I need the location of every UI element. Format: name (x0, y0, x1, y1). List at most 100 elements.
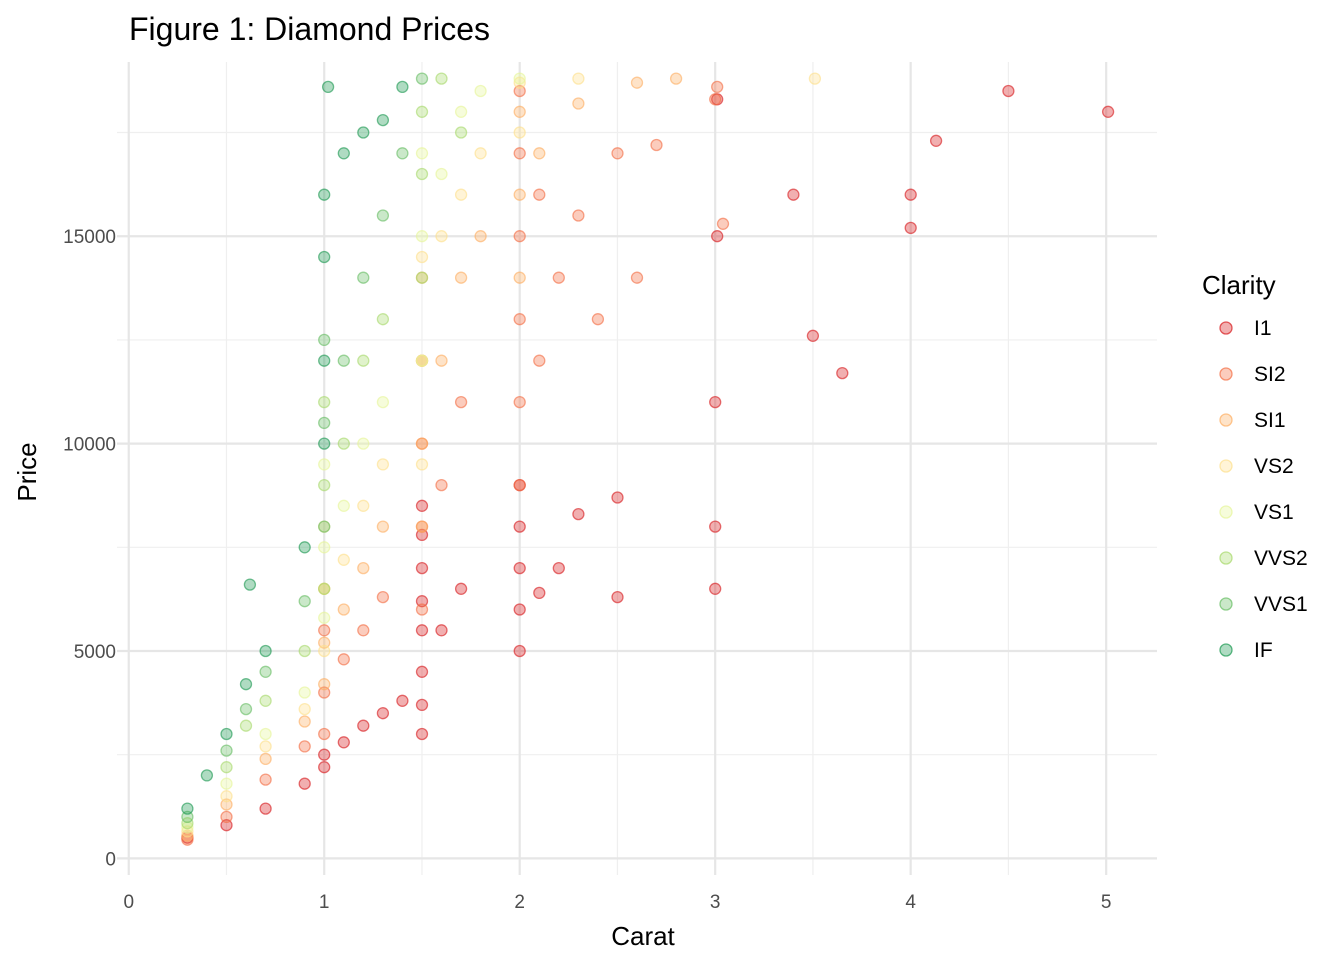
data-point (415, 271, 429, 284)
data-point (415, 147, 429, 160)
data-point (259, 665, 272, 678)
data-point (435, 354, 448, 367)
data-point (376, 313, 390, 326)
data-point (259, 752, 272, 766)
data-point (181, 810, 194, 824)
data-point (239, 702, 253, 716)
data-point (474, 147, 487, 160)
data-point (259, 694, 272, 707)
data-point (415, 250, 429, 264)
data-point (298, 715, 311, 728)
data-point (318, 478, 331, 492)
data-point (318, 416, 331, 430)
data-point (220, 790, 233, 803)
data-point (376, 590, 390, 604)
data-point (337, 603, 350, 616)
grid-lines (117, 62, 1157, 875)
data-point (435, 72, 448, 85)
data-point (181, 833, 194, 846)
y-tick-label: 15000 (63, 227, 116, 248)
data-point (259, 644, 272, 658)
data-point (513, 72, 526, 85)
data-point (321, 80, 335, 94)
data-point (711, 80, 724, 94)
data-point (572, 97, 585, 110)
data-point (415, 603, 429, 616)
data-point (220, 727, 233, 741)
data-point (220, 761, 233, 774)
data-point (1002, 84, 1015, 98)
series-if (181, 80, 409, 815)
data-point (513, 105, 526, 118)
data-point (513, 395, 526, 409)
data-point (591, 313, 605, 326)
data-point (220, 819, 233, 832)
data-point (298, 595, 311, 608)
data-point (454, 582, 468, 595)
data-point (513, 478, 526, 492)
data-point (572, 507, 585, 521)
legend-label: VVS1 (1254, 593, 1308, 616)
data-point (513, 76, 526, 89)
data-point (318, 678, 331, 691)
data-point (220, 798, 233, 811)
data-point (396, 147, 409, 160)
y-tick-label: 0 (105, 849, 116, 870)
data-point (709, 582, 722, 595)
data-point (415, 624, 429, 637)
data-point (533, 354, 546, 367)
data-point (474, 230, 487, 243)
data-point (415, 499, 429, 512)
data-point (513, 520, 526, 533)
data-point (357, 499, 370, 512)
data-point (376, 209, 390, 222)
series-vs2 (181, 72, 822, 838)
data-point (513, 313, 526, 326)
data-point (454, 271, 468, 284)
legend-key (1219, 367, 1233, 381)
data-point (533, 586, 546, 600)
legend-label: VS2 (1254, 455, 1294, 478)
x-tick-label: 2 (514, 892, 525, 913)
data-point (357, 437, 370, 450)
data-point (298, 541, 311, 554)
data-point (298, 702, 311, 716)
data-point (181, 829, 194, 842)
data-point (415, 727, 429, 741)
data-point (513, 147, 526, 160)
data-point (239, 678, 253, 691)
data-point (396, 80, 409, 94)
data-point (669, 72, 683, 85)
data-point (552, 271, 565, 284)
data-point (454, 126, 468, 139)
data-point (513, 230, 526, 243)
data-point (337, 736, 350, 749)
data-point (200, 769, 214, 782)
data-point (454, 395, 468, 409)
legend-label: IF (1254, 639, 1273, 662)
legend-label: SI1 (1254, 409, 1286, 432)
data-point (337, 437, 350, 450)
data-point (904, 221, 917, 235)
data-point (318, 644, 331, 658)
data-point (650, 138, 663, 152)
data-point (298, 644, 311, 658)
data-point (357, 126, 370, 139)
data-point (337, 653, 350, 666)
data-point (298, 686, 311, 699)
series-vvs2 (181, 72, 468, 830)
data-point (337, 354, 350, 367)
data-point (357, 271, 370, 284)
legend-label: SI2 (1254, 363, 1286, 386)
data-point (259, 802, 272, 815)
data-point (357, 561, 370, 575)
data-point (220, 744, 233, 757)
data-point (318, 458, 331, 471)
data-point (337, 147, 350, 160)
data-point (454, 105, 468, 118)
data-point (357, 719, 370, 732)
data-point (513, 561, 526, 575)
data-point (396, 694, 409, 707)
tick-labels: 0 1 2 3 4 5 0 5000 10000 15000 (63, 227, 1111, 913)
